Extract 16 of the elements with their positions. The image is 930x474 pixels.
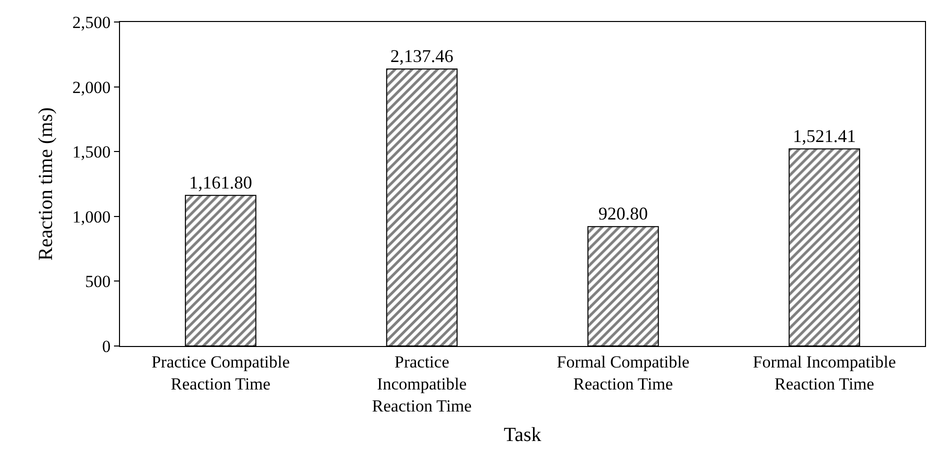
data-label: 1,161.80 (189, 172, 252, 192)
y-axis-title: Reaction time (ms) (34, 107, 57, 261)
data-label: 2,137.46 (390, 46, 454, 66)
y-tick-label: 500 (85, 272, 111, 292)
x-tick-label: Formal Incompatible Reaction Time (752, 352, 896, 394)
x-tick-label: Formal Compatible Reaction Time (556, 352, 690, 394)
y-tick-label: 1,500 (72, 142, 111, 162)
x-tick-label: Practice Incompatible Reaction Time (372, 352, 472, 416)
y-tick-label: 0 (102, 336, 111, 356)
data-label: 1,521.41 (792, 126, 856, 146)
x-tick-label: Practice Compatible Reaction Time (151, 352, 290, 394)
x-axis-title: Task (504, 424, 542, 446)
y-tick-label: 2,000 (72, 78, 111, 97)
y-tick-label: 1,000 (72, 207, 111, 226)
data-label: 920.80 (598, 204, 648, 224)
y-tick-label: 2,500 (72, 12, 111, 32)
